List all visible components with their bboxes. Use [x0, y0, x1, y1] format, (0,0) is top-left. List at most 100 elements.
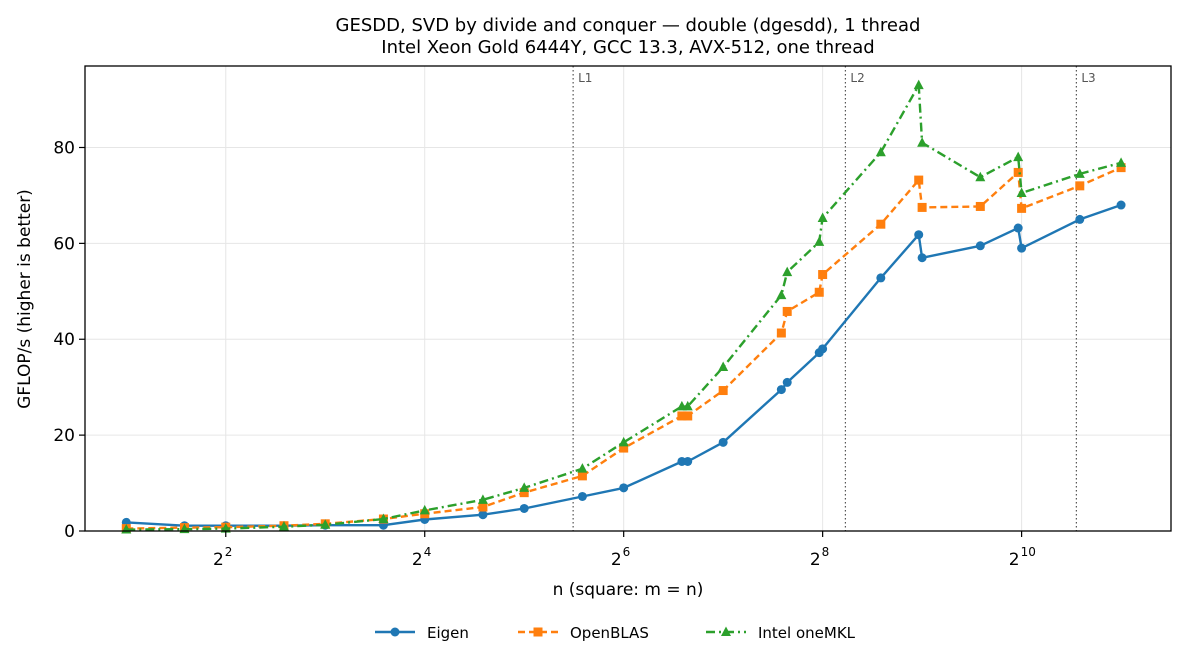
- data-point: [718, 361, 729, 372]
- data-point: [975, 241, 985, 251]
- data-point: [718, 386, 728, 396]
- data-point: [776, 385, 786, 395]
- data-point: [1013, 167, 1023, 177]
- data-point: [478, 502, 488, 512]
- data-point: [818, 270, 828, 280]
- data-point: [619, 443, 629, 453]
- legend: Eigen OpenBLAS Intel oneMKL: [375, 624, 856, 642]
- x-tick-label-exponent: 10: [1021, 545, 1036, 559]
- data-point: [1016, 187, 1027, 198]
- y-tick-label: 20: [53, 426, 75, 446]
- data-point: [718, 437, 728, 447]
- data-point: [1074, 168, 1085, 178]
- data-point: [782, 306, 792, 316]
- grid: [85, 66, 1171, 532]
- legend-label: OpenBLAS: [570, 624, 649, 642]
- data-point: [477, 494, 488, 504]
- x-tick-label-base: 2: [1009, 550, 1020, 570]
- series-line: [126, 203, 1122, 527]
- data-point: [1013, 151, 1024, 162]
- data-point: [782, 266, 793, 277]
- data-point: [975, 201, 985, 211]
- data-point: [419, 504, 430, 515]
- data-point: [917, 202, 927, 212]
- data-point: [875, 146, 886, 157]
- x-tick-label-exponent: 2: [225, 545, 233, 559]
- y-tick-label: 60: [53, 234, 75, 254]
- legend-item: Intel oneMKL: [706, 624, 856, 642]
- data-point: [814, 236, 825, 246]
- series-line: [126, 166, 1122, 530]
- data-point: [478, 510, 488, 520]
- y-tick-label: 40: [53, 330, 75, 350]
- data-point: [1116, 200, 1126, 210]
- data-point: [577, 463, 588, 473]
- series-line: [126, 83, 1122, 531]
- legend-label: Intel oneMKL: [758, 624, 856, 642]
- legend-item: OpenBLAS: [518, 624, 649, 642]
- x-tick-label-exponent: 4: [424, 545, 432, 559]
- chart-subtitle: Intel Xeon Gold 6444Y, GCC 13.3, AVX-512…: [381, 37, 874, 58]
- data-point: [577, 471, 587, 481]
- data-point: [1075, 181, 1085, 191]
- legend-marker: [390, 627, 400, 637]
- data-point: [683, 456, 693, 466]
- data-point: [914, 175, 924, 185]
- data-point: [519, 488, 529, 498]
- data-point: [975, 171, 986, 182]
- y-tick-label: 0: [64, 522, 75, 542]
- data-point: [914, 230, 924, 240]
- series-openblas: [121, 163, 1126, 534]
- data-point: [519, 503, 529, 513]
- data-point: [917, 137, 928, 147]
- data-point: [817, 212, 828, 222]
- data-point: [818, 344, 828, 354]
- data-point: [519, 482, 530, 492]
- series-layer: [121, 79, 1127, 534]
- data-point: [1013, 223, 1023, 233]
- x-tick-label-base: 2: [213, 550, 224, 570]
- data-point: [776, 328, 786, 338]
- data-point: [619, 483, 629, 493]
- data-point: [1116, 157, 1127, 167]
- cache-label-l3: L3: [1081, 71, 1095, 85]
- data-point: [683, 411, 693, 421]
- data-point: [782, 377, 792, 387]
- x-axis-label: n (square: m = n): [553, 580, 704, 600]
- data-point: [776, 289, 787, 300]
- data-point: [577, 491, 587, 501]
- data-point: [876, 273, 886, 283]
- series-intel-onemkl: [121, 79, 1127, 534]
- data-point: [814, 287, 824, 297]
- data-point: [1017, 203, 1027, 213]
- x-tick-label-exponent: 8: [822, 545, 830, 559]
- x-tick-label-exponent: 6: [623, 545, 631, 559]
- chart-title: GESDD, SVD by divide and conquer — doubl…: [336, 15, 921, 36]
- y-tick-label: 80: [53, 138, 75, 158]
- data-point: [1017, 243, 1027, 253]
- data-point: [1075, 214, 1085, 224]
- data-point: [320, 519, 331, 529]
- data-point: [917, 253, 927, 263]
- series-eigen: [121, 200, 1126, 531]
- data-point: [278, 521, 289, 531]
- data-point: [682, 400, 693, 411]
- data-point: [876, 219, 886, 229]
- legend-marker: [533, 627, 543, 637]
- x-tick-label-base: 2: [611, 550, 622, 570]
- data-point: [677, 411, 687, 421]
- x-tick-label-base: 2: [810, 550, 821, 570]
- x-tick-label-base: 2: [412, 550, 423, 570]
- cache-label-l2: L2: [850, 71, 864, 85]
- cache-label-l1: L1: [578, 71, 592, 85]
- legend-marker: [721, 626, 731, 636]
- data-point: [913, 79, 924, 90]
- cache-lines: L1 L2 L3: [572, 66, 1096, 531]
- legend-item: Eigen: [375, 624, 469, 642]
- data-point: [220, 523, 231, 533]
- plot-frame: [84, 65, 1172, 532]
- data-point: [378, 513, 389, 524]
- legend-label: Eigen: [427, 624, 469, 642]
